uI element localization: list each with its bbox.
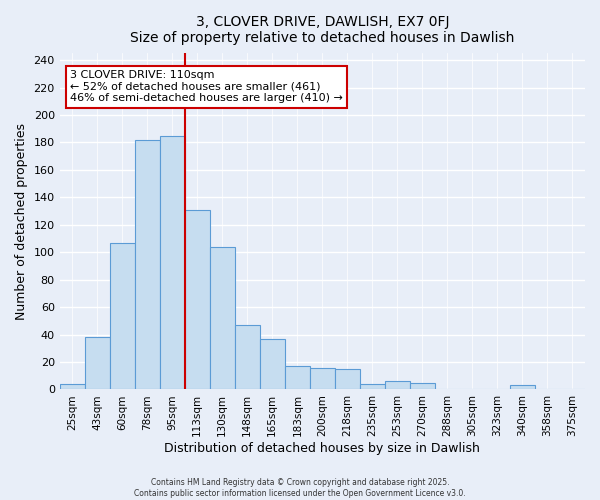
X-axis label: Distribution of detached houses by size in Dawlish: Distribution of detached houses by size …	[164, 442, 480, 455]
Bar	[310, 368, 335, 390]
Text: Contains HM Land Registry data © Crown copyright and database right 2025.
Contai: Contains HM Land Registry data © Crown c…	[134, 478, 466, 498]
Text: 3 CLOVER DRIVE: 110sqm
← 52% of detached houses are smaller (461)
46% of semi-de: 3 CLOVER DRIVE: 110sqm ← 52% of detached…	[70, 70, 343, 103]
Bar	[285, 366, 310, 390]
Bar	[410, 382, 435, 390]
Bar	[510, 386, 535, 390]
Bar	[59, 384, 85, 390]
Bar	[160, 136, 185, 390]
Bar	[360, 384, 385, 390]
Bar	[385, 381, 410, 390]
Bar	[235, 325, 260, 390]
Bar	[135, 140, 160, 390]
Bar	[260, 338, 285, 390]
Title: 3, CLOVER DRIVE, DAWLISH, EX7 0FJ
Size of property relative to detached houses i: 3, CLOVER DRIVE, DAWLISH, EX7 0FJ Size o…	[130, 15, 515, 45]
Y-axis label: Number of detached properties: Number of detached properties	[15, 123, 28, 320]
Bar	[110, 242, 135, 390]
Bar	[185, 210, 210, 390]
Bar	[210, 247, 235, 390]
Bar	[85, 338, 110, 390]
Bar	[335, 369, 360, 390]
